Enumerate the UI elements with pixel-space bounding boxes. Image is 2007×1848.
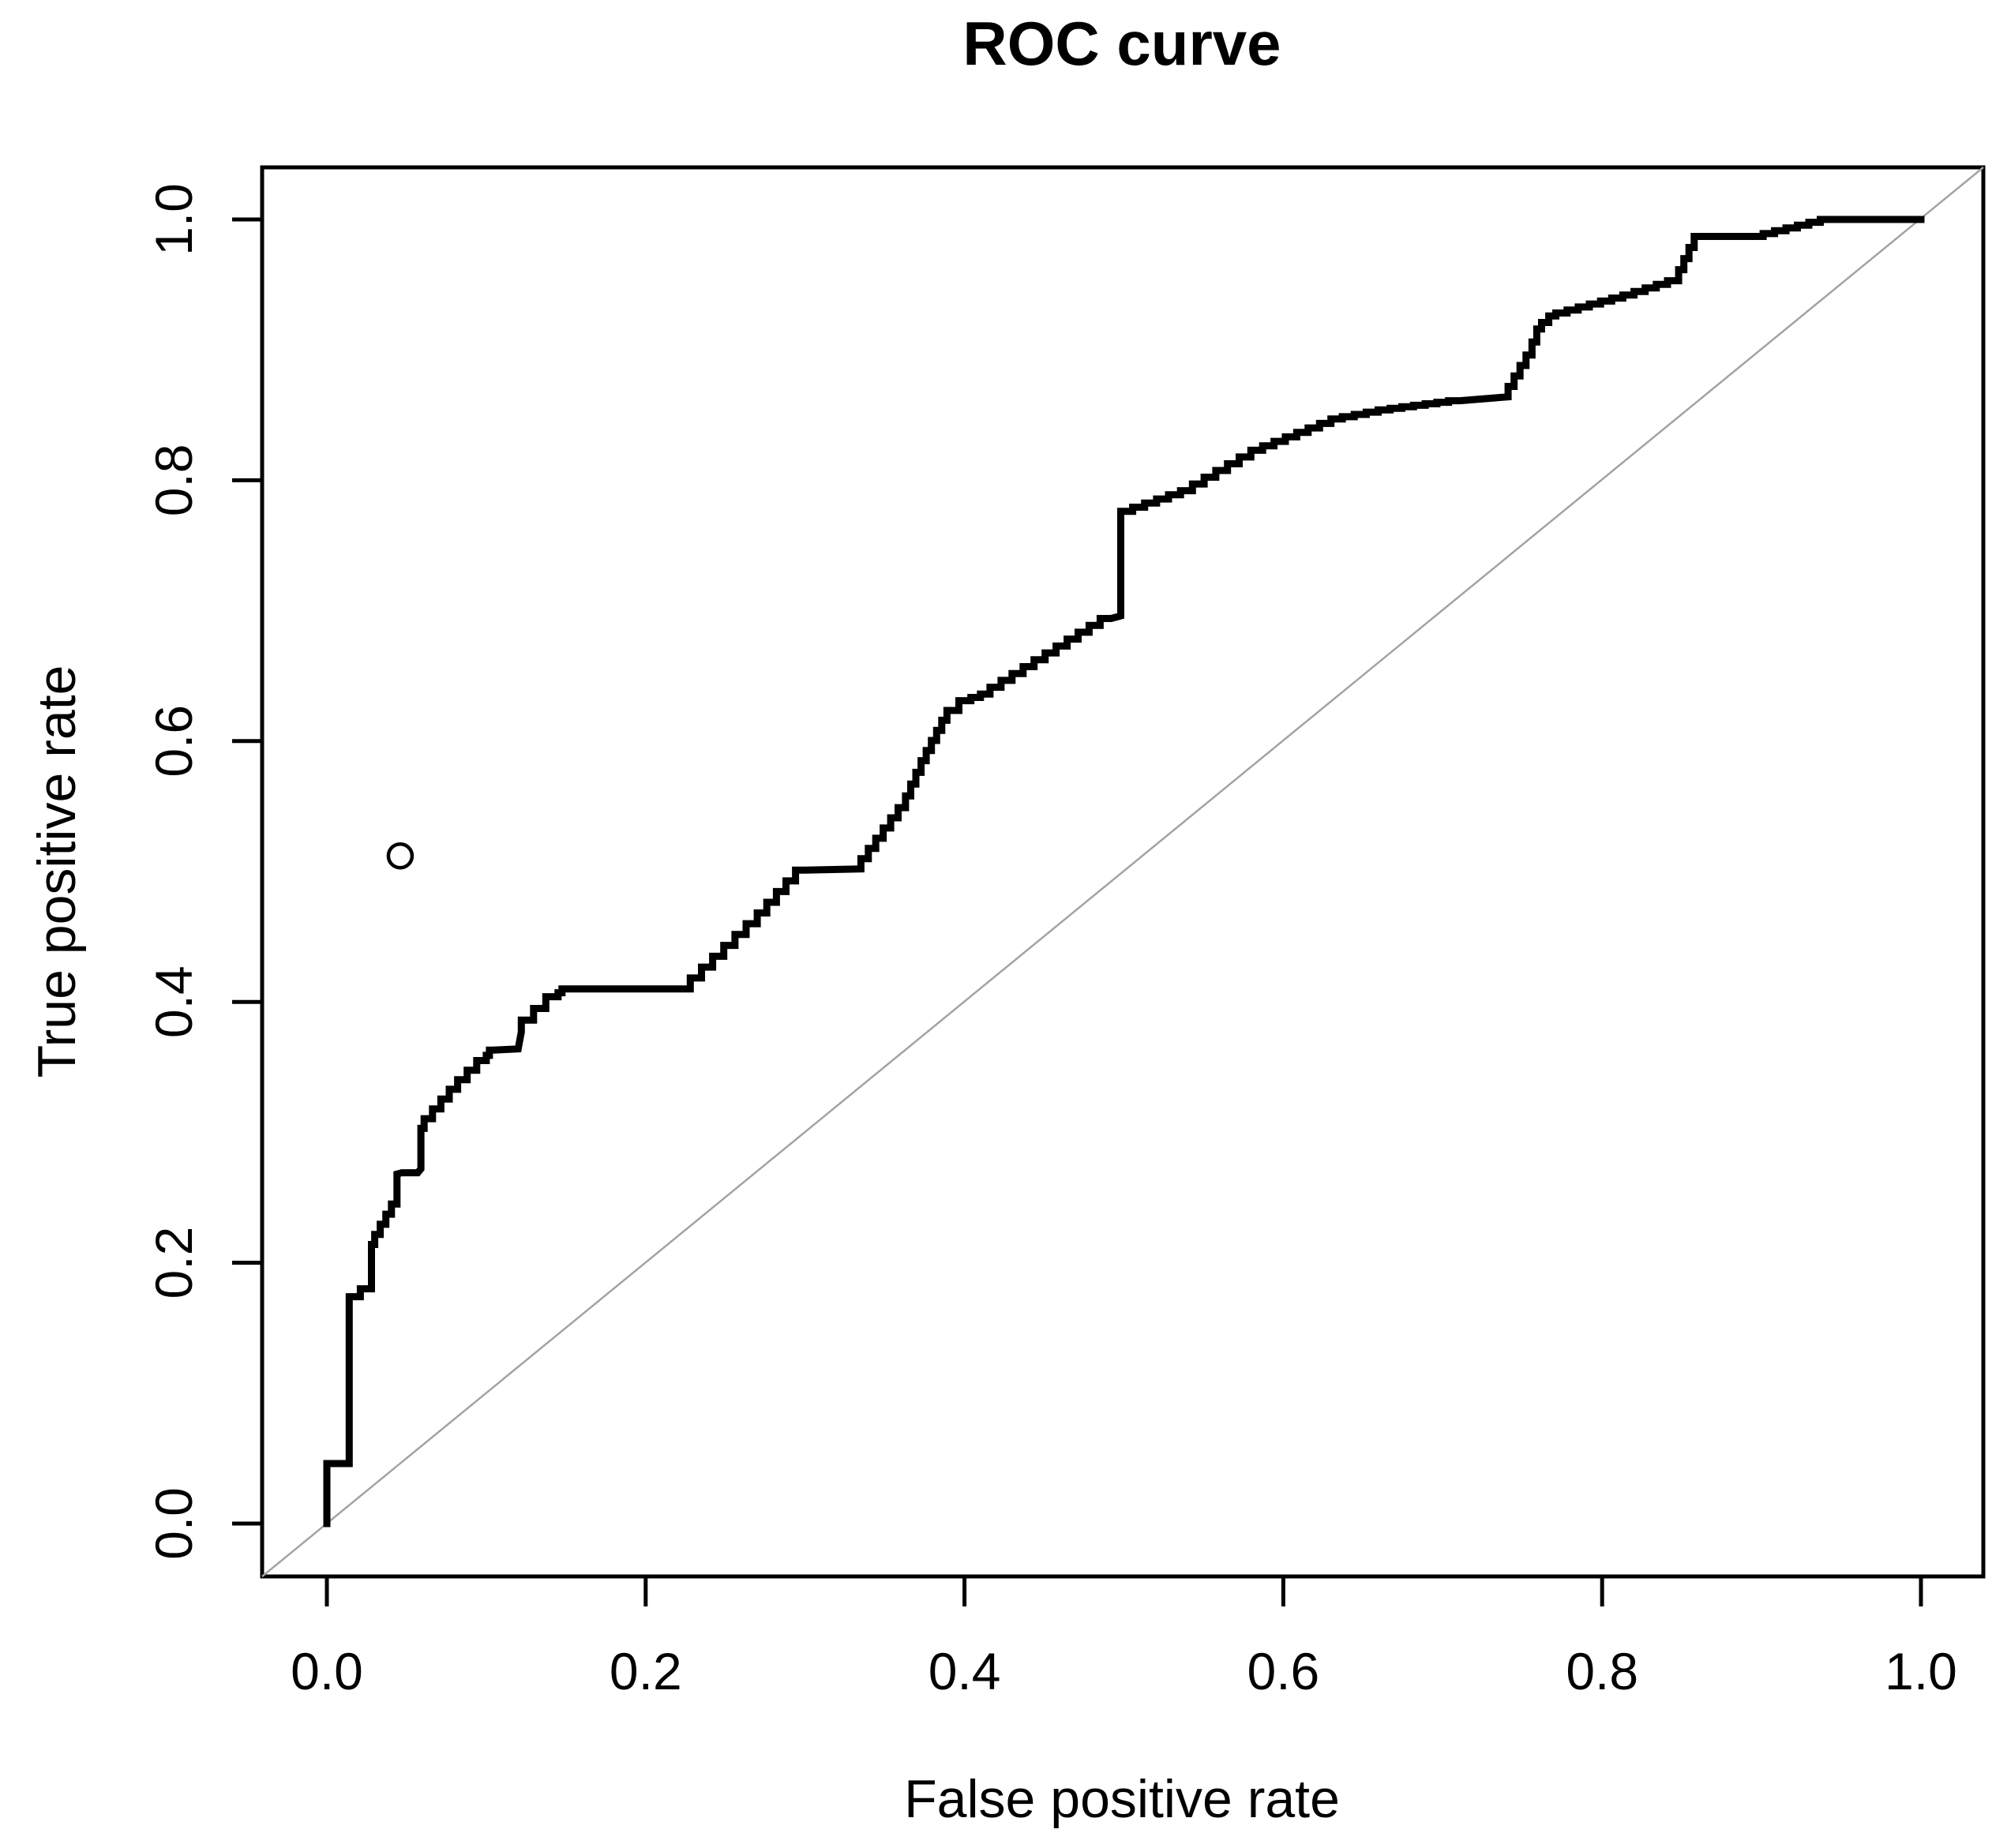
y-tick-label: 0.4 bbox=[144, 965, 203, 1038]
y-axis-ticks: 0.0 0.2 0.4 0.6 0.8 1.0 bbox=[144, 183, 262, 1560]
y-tick-label: 0.8 bbox=[144, 444, 203, 517]
x-tick-label: 0.8 bbox=[1566, 1642, 1638, 1700]
open-circle-marker bbox=[386, 842, 415, 870]
chart-title: ROC curve bbox=[962, 9, 1281, 78]
plot-box bbox=[260, 165, 1986, 1579]
y-tick-label: 0.6 bbox=[144, 705, 203, 778]
y-tick-label: 1.0 bbox=[144, 183, 203, 256]
roc-curve-line bbox=[323, 216, 1925, 1528]
x-tick-label: 1.0 bbox=[1885, 1642, 1957, 1700]
x-axis-ticks: 0.0 0.2 0.4 0.6 0.8 1.0 bbox=[291, 1576, 1957, 1700]
x-tick-label: 0.2 bbox=[610, 1642, 682, 1700]
y-tick-label: 0.0 bbox=[144, 1487, 203, 1560]
y-axis-title: True positive rate bbox=[27, 665, 87, 1078]
x-tick-label: 0.4 bbox=[928, 1642, 1001, 1700]
y-tick-label: 0.2 bbox=[144, 1227, 203, 1299]
x-tick-label: 0.6 bbox=[1247, 1642, 1320, 1700]
chance-diagonal-line bbox=[261, 167, 1984, 1577]
x-tick-label: 0.0 bbox=[291, 1642, 363, 1700]
x-axis-title: False positive rate bbox=[904, 1769, 1340, 1829]
